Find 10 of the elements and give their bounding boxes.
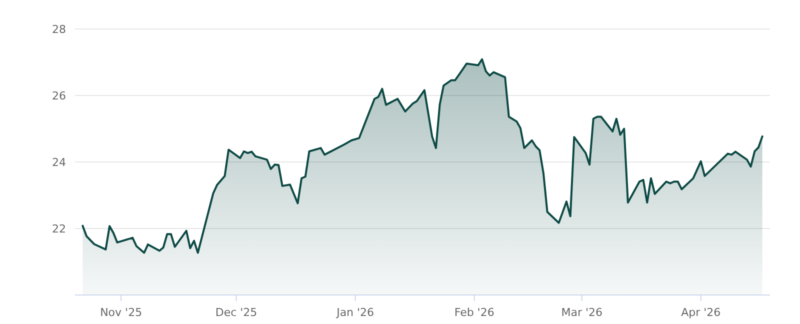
y-tick-label: 28: [52, 22, 66, 36]
x-tick-label: Apr '26: [681, 306, 721, 319]
y-tick-label: 22: [52, 222, 66, 236]
y-tick-label: 24: [52, 156, 66, 169]
x-tick-label: Feb '26: [454, 306, 494, 319]
y-tick-label: 26: [52, 89, 66, 102]
x-tick-label: Dec '25: [215, 306, 258, 319]
x-tick-label: Jan '26: [336, 306, 374, 319]
x-tick-label: Nov '25: [100, 306, 142, 319]
x-tick-label: Mar '26: [561, 306, 602, 319]
